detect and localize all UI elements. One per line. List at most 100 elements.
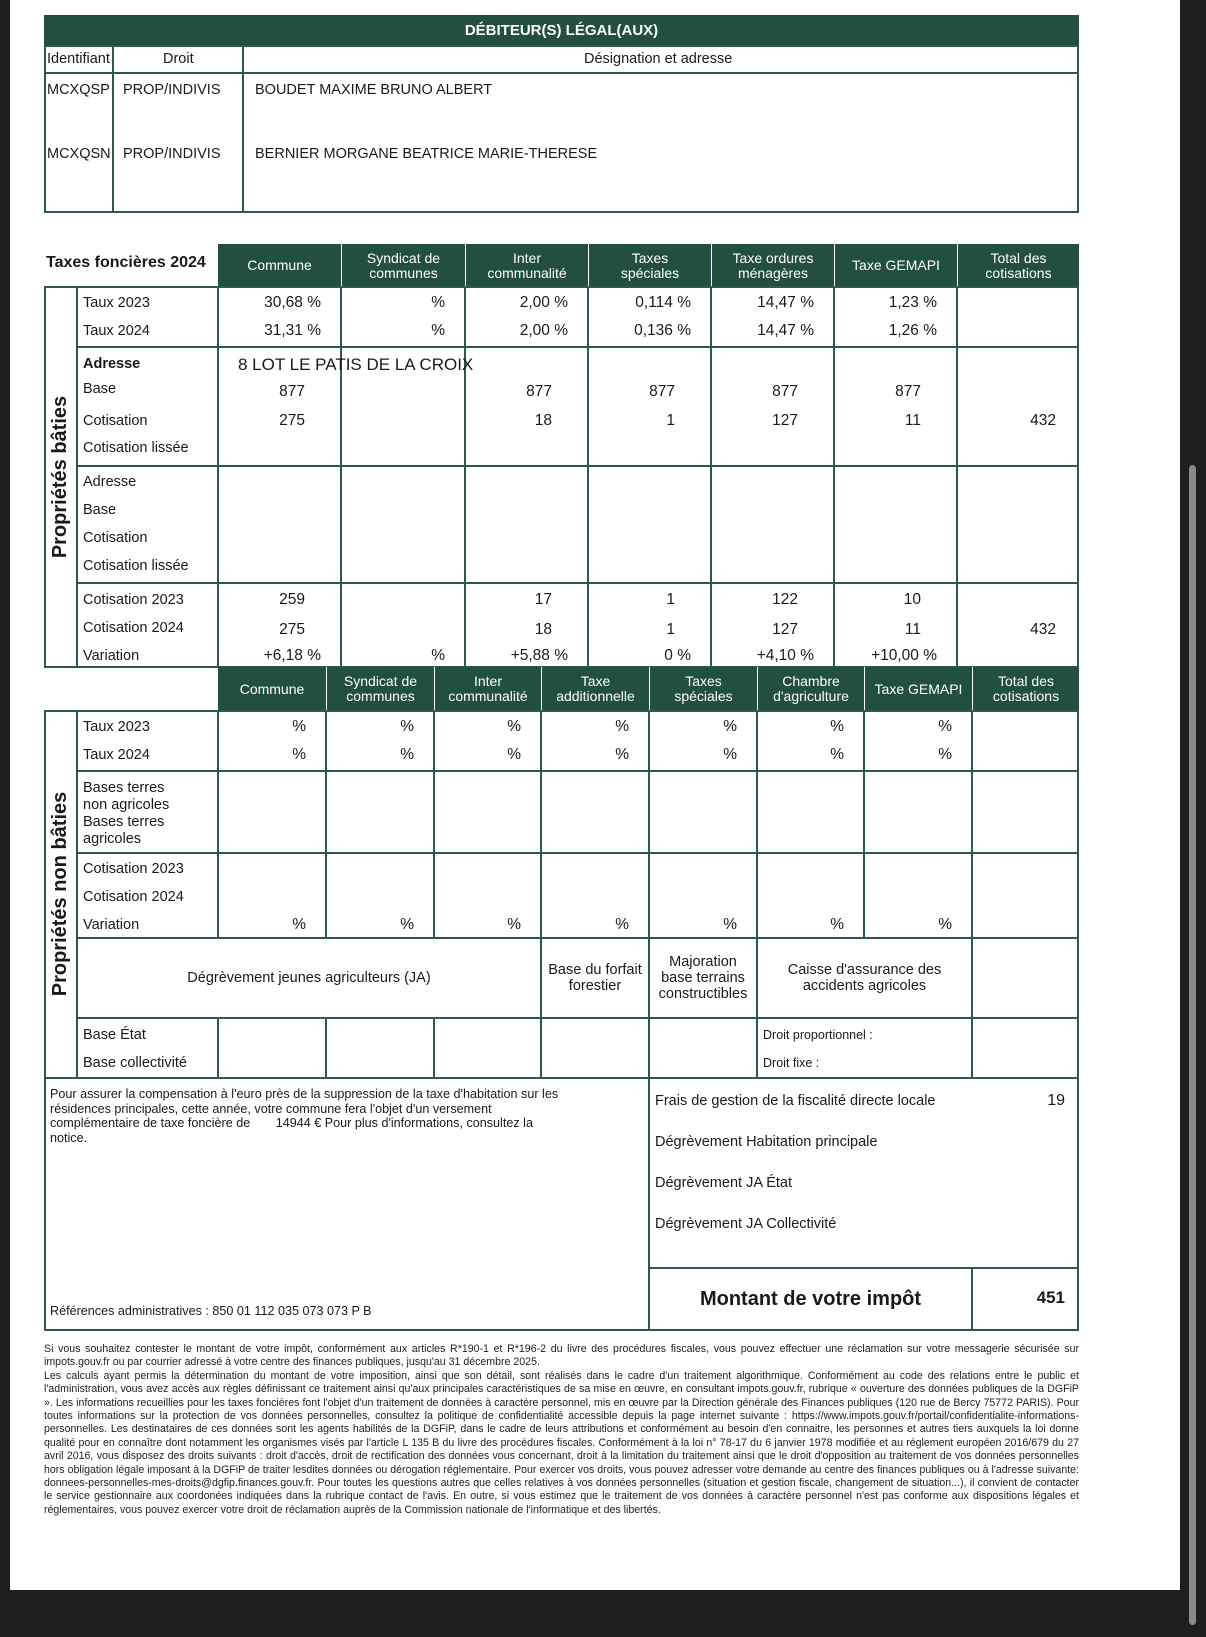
divider <box>756 711 758 938</box>
contest-paragraph: Si vous souhaitez contester le montant d… <box>44 1343 1079 1369</box>
base-label: Base collectivité <box>83 1055 187 1071</box>
debiteur-id: MCXQSP <box>47 82 110 98</box>
divider <box>971 1018 973 1078</box>
value-cell: % <box>938 746 952 763</box>
value-cell: 2,00 % <box>519 322 568 339</box>
value-cell: 1 <box>666 412 675 429</box>
value-cell: % <box>431 322 445 339</box>
value-cell: 127 <box>772 621 798 638</box>
divider <box>648 1078 650 1330</box>
value-cell: 127 <box>772 412 798 429</box>
baties-column-header: Commune <box>218 244 341 287</box>
recap-table <box>44 1077 1079 1331</box>
taux-label: Taux 2023 <box>83 295 150 311</box>
value-cell: 2,00 % <box>519 294 568 311</box>
value-cell: 30,68 % <box>264 294 321 311</box>
cotisation-label: Cotisation 2023 <box>83 861 184 877</box>
cotisation-label: Variation <box>83 917 140 933</box>
non-baties-column-header: Chambre d'agriculture <box>757 667 864 711</box>
divider <box>77 937 1079 939</box>
property-label: Adresse <box>83 474 137 490</box>
baties-column-header: Total des cotisations <box>957 244 1079 287</box>
divider <box>77 852 1079 854</box>
divider <box>540 938 542 1018</box>
value-cell: % <box>431 294 445 311</box>
debiteur-droit: PROP/INDIVIS <box>123 82 221 98</box>
value-cell: % <box>507 916 521 933</box>
value-cell: % <box>400 746 414 763</box>
value-cell: % <box>292 916 306 933</box>
value-cell: +5,88 % <box>510 647 568 664</box>
value-cell: % <box>507 718 521 735</box>
divider <box>242 45 244 212</box>
value-cell: % <box>292 746 306 763</box>
taux-label: Taux 2023 <box>83 719 150 735</box>
value-cell: 31,31 % <box>264 322 321 339</box>
divider <box>77 582 1079 584</box>
divider <box>464 287 466 667</box>
value-cell: 14,47 % <box>757 322 814 339</box>
recap-item-label: Frais de gestion de la fiscalité directe… <box>655 1093 936 1109</box>
divider <box>112 45 114 212</box>
non-baties-column-header: Inter communalité <box>434 667 541 711</box>
value-cell: 259 <box>279 591 305 608</box>
debiteur-id: MCXQSN <box>47 146 111 162</box>
value-cell: 432 <box>1030 621 1056 638</box>
divider <box>756 1018 758 1078</box>
degrevement-ja-label: Dégrèvement jeunes agriculteurs (JA) <box>187 970 431 986</box>
compensation-text: Pour assurer la compensation à l'euro pr… <box>50 1087 559 1131</box>
divider <box>433 711 435 938</box>
non-baties-column-header: Taxe GEMAPI <box>864 667 972 711</box>
debiteur-name: BERNIER MORGANE BEATRICE MARIE-THERESE <box>255 146 598 162</box>
divider <box>540 711 542 938</box>
data-protection-paragraph: Les calculs ayant permis la déterminatio… <box>44 1369 1079 1516</box>
divider <box>77 465 1079 467</box>
non-baties-table <box>44 710 1079 1079</box>
droit-fixe-label: Droit fixe : <box>763 1056 820 1070</box>
total-value: 451 <box>1036 1288 1065 1307</box>
baties-side-label: Propriétés bâties <box>49 395 71 559</box>
non-baties-column-header: Taxe additionnelle <box>541 667 649 711</box>
vertical-scrollbar[interactable] <box>1189 465 1196 1625</box>
value-cell: 0 % <box>664 647 691 664</box>
value-cell: 877 <box>526 383 552 400</box>
divider <box>76 711 78 1078</box>
baties-title: Taxes foncières 2024 <box>46 254 206 271</box>
value-cell: 11 <box>904 621 921 638</box>
value-cell: % <box>723 718 737 735</box>
baties-column-header: Taxe ordures ménagères <box>711 244 834 287</box>
divider <box>540 1018 542 1078</box>
droit-proportionnel-label: Droit proportionnel : <box>763 1028 873 1042</box>
non-baties-column-header: Taxes spéciales <box>649 667 757 711</box>
divider <box>77 1017 1079 1019</box>
property-label: Base <box>83 502 117 518</box>
property-label: Cotisation <box>83 413 148 429</box>
divider <box>648 938 650 1018</box>
property-label: Adresse <box>83 356 141 372</box>
column-droit: Droit <box>163 51 194 67</box>
bases-label: Bases terres <box>83 780 165 796</box>
value-cell: +6,18 % <box>263 647 321 664</box>
value-cell: 14,47 % <box>757 294 814 311</box>
divider <box>217 287 219 667</box>
value-cell: % <box>507 746 521 763</box>
baties-table <box>44 286 1079 668</box>
taux-label: Taux 2024 <box>83 323 150 339</box>
value-cell: 1,26 % <box>888 322 937 339</box>
summary-label: Cotisation 2023 <box>83 592 184 608</box>
value-cell: 877 <box>649 383 675 400</box>
value-cell: +4,10 % <box>756 647 814 664</box>
value-cell: 17 <box>534 591 552 608</box>
value-cell: % <box>615 746 629 763</box>
value-cell: 877 <box>895 383 921 400</box>
property-label: Cotisation lissée <box>83 558 189 574</box>
debiteur-droit: PROP/INDIVIS <box>123 146 221 162</box>
value-cell: +10,00 % <box>871 647 937 664</box>
value-cell: 1 <box>666 591 675 608</box>
divider <box>649 1267 1079 1269</box>
administrative-references: Références administratives : 850 01 112 … <box>50 1304 372 1318</box>
baties-column-header: Inter communalité <box>465 244 588 287</box>
value-cell: % <box>292 718 306 735</box>
value-cell: 10 <box>903 591 921 608</box>
value-cell: 275 <box>279 621 305 638</box>
